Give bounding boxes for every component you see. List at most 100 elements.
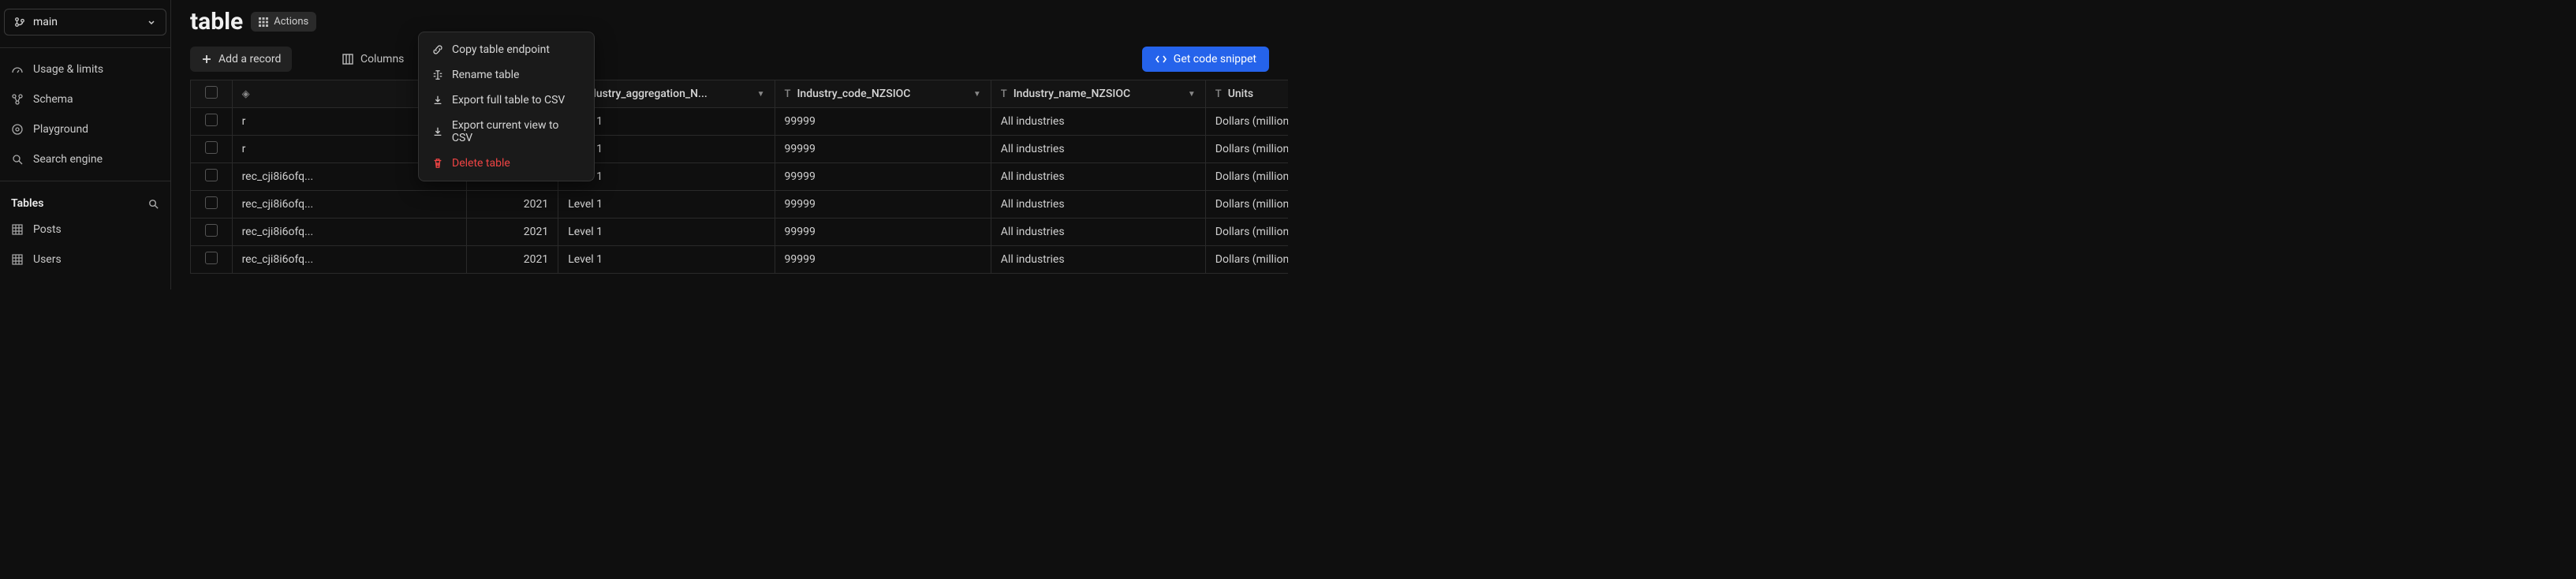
snippet-label: Get code snippet — [1174, 53, 1256, 65]
col-industry-name[interactable]: TIndustry_name_NZSIOC▼ — [991, 80, 1205, 108]
actions-label: Actions — [274, 16, 308, 28]
cell-id: rec_cji8i6ofq... — [232, 219, 466, 246]
cell-code: 99999 — [775, 191, 991, 219]
row-checkbox[interactable] — [191, 163, 233, 191]
col-checkbox[interactable] — [191, 80, 233, 108]
dropdown-export-full[interactable]: Export full table to CSV — [424, 88, 589, 113]
rename-icon — [431, 69, 444, 80]
col-units[interactable]: TUnits▼ — [1205, 80, 1288, 108]
sort-icon: ▼ — [757, 90, 765, 99]
text-icon: T — [785, 88, 791, 100]
nav-search-engine[interactable]: Search engine — [0, 144, 170, 174]
table-row[interactable]: rec_cji8i6ofq...2021Level 199999All indu… — [191, 163, 1289, 191]
dropdown-label: Copy table endpoint — [452, 43, 550, 56]
table-item-users[interactable]: Users — [0, 245, 170, 275]
sort-icon: ▼ — [1188, 90, 1196, 99]
nav-label: Schema — [33, 93, 73, 106]
add-record-label: Add a record — [218, 53, 281, 65]
link-icon — [431, 44, 444, 55]
nav-label: Usage & limits — [33, 63, 103, 76]
cell-units: Dollars (millions — [1205, 136, 1288, 163]
columns-label: Columns — [360, 53, 404, 65]
cell-agg: Level 1 — [558, 191, 775, 219]
cell-units: Dollars (millions — [1205, 108, 1288, 136]
cell-year: 2021 — [466, 246, 558, 274]
chevron-down-icon — [147, 17, 156, 27]
table-item-label: Users — [33, 253, 62, 266]
cell-name: All industries — [991, 246, 1205, 274]
row-checkbox[interactable] — [191, 246, 233, 274]
cell-name: All industries — [991, 136, 1205, 163]
cell-units: Dollars (millions — [1205, 246, 1288, 274]
row-checkbox[interactable] — [191, 219, 233, 246]
actions-dropdown: Copy table endpoint Rename table Export … — [418, 32, 595, 181]
dropdown-rename[interactable]: Rename table — [424, 62, 589, 88]
table-row[interactable]: r2021Level 199999All industriesDollars (… — [191, 108, 1289, 136]
cell-code: 99999 — [775, 219, 991, 246]
trash-icon — [431, 158, 444, 169]
columns-icon — [342, 53, 354, 65]
cell-units: Dollars (millions — [1205, 163, 1288, 191]
data-table: ◈ #Year▼ TIndustry_aggregation_N...▼ TIn… — [190, 80, 1288, 274]
dropdown-label: Delete table — [452, 157, 510, 170]
nav-usage[interactable]: Usage & limits — [0, 54, 170, 84]
table-item-label: Posts — [33, 223, 62, 236]
branch-name: main — [33, 16, 58, 28]
add-record-button[interactable]: Add a record — [190, 47, 292, 72]
table-icon — [11, 254, 24, 265]
tables-label: Tables — [11, 197, 43, 210]
branch-selector[interactable]: main — [4, 9, 166, 35]
row-checkbox[interactable] — [191, 191, 233, 219]
nav-schema[interactable]: Schema — [0, 84, 170, 114]
cell-name: All industries — [991, 219, 1205, 246]
download-icon — [431, 126, 444, 137]
tables-header: Tables — [0, 188, 170, 215]
dropdown-label: Export full table to CSV — [452, 94, 565, 106]
sidebar: main Usage & limits Schema Playground — [0, 0, 171, 290]
plus-icon — [201, 54, 212, 65]
get-snippet-button[interactable]: Get code snippet — [1142, 47, 1269, 72]
nav-label: Search engine — [33, 153, 103, 166]
actions-button[interactable]: Actions — [251, 12, 316, 32]
table-row[interactable]: rec_cji8i6ofq...2021Level 199999All indu… — [191, 246, 1289, 274]
dropdown-label: Rename table — [452, 69, 519, 81]
schema-icon — [11, 93, 24, 106]
divider — [0, 47, 170, 48]
dropdown-label: Export current view to CSV — [452, 119, 581, 144]
cell-year: 2021 — [466, 191, 558, 219]
code-icon — [1155, 53, 1167, 65]
data-table-wrap: ◈ #Year▼ TIndustry_aggregation_N...▼ TIn… — [171, 80, 1288, 290]
page-title: table — [190, 8, 243, 35]
nav-label: Playground — [33, 123, 88, 136]
cell-agg: Level 1 — [558, 219, 775, 246]
download-icon — [431, 95, 444, 106]
text-icon: T — [1001, 88, 1007, 100]
table-row[interactable]: rec_cji8i6ofq...2021Level 199999All indu… — [191, 219, 1289, 246]
nav-playground[interactable]: Playground — [0, 114, 170, 144]
col-industry-code[interactable]: TIndustry_code_NZSIOC▼ — [775, 80, 991, 108]
cell-year: 2021 — [466, 219, 558, 246]
table-row[interactable]: r2021Level 199999All industriesDollars (… — [191, 136, 1289, 163]
cell-code: 99999 — [775, 136, 991, 163]
text-icon: T — [1215, 88, 1222, 100]
dropdown-export-view[interactable]: Export current view to CSV — [424, 113, 589, 151]
search-icon[interactable] — [147, 198, 159, 210]
branch-icon — [14, 17, 25, 28]
table-icon — [11, 224, 24, 235]
table-item-posts[interactable]: Posts — [0, 215, 170, 245]
table-row[interactable]: rec_cji8i6ofq...2021Level 199999All indu… — [191, 191, 1289, 219]
cell-code: 99999 — [775, 163, 991, 191]
cell-units: Dollars (millions — [1205, 191, 1288, 219]
main: table Actions Copy table endpoint — [171, 0, 1288, 290]
dropdown-copy-endpoint[interactable]: Copy table endpoint — [424, 37, 589, 62]
columns-button[interactable]: Columns — [330, 47, 415, 72]
dropdown-delete[interactable]: Delete table — [424, 151, 589, 176]
cell-id: rec_cji8i6ofq... — [232, 246, 466, 274]
row-checkbox[interactable] — [191, 136, 233, 163]
toolbar: Add a record t Columns Get code snippet — [171, 35, 1288, 80]
cell-name: All industries — [991, 163, 1205, 191]
sort-icon: ▼ — [973, 90, 981, 99]
cell-code: 99999 — [775, 246, 991, 274]
row-checkbox[interactable] — [191, 108, 233, 136]
grid-icon — [259, 17, 268, 27]
